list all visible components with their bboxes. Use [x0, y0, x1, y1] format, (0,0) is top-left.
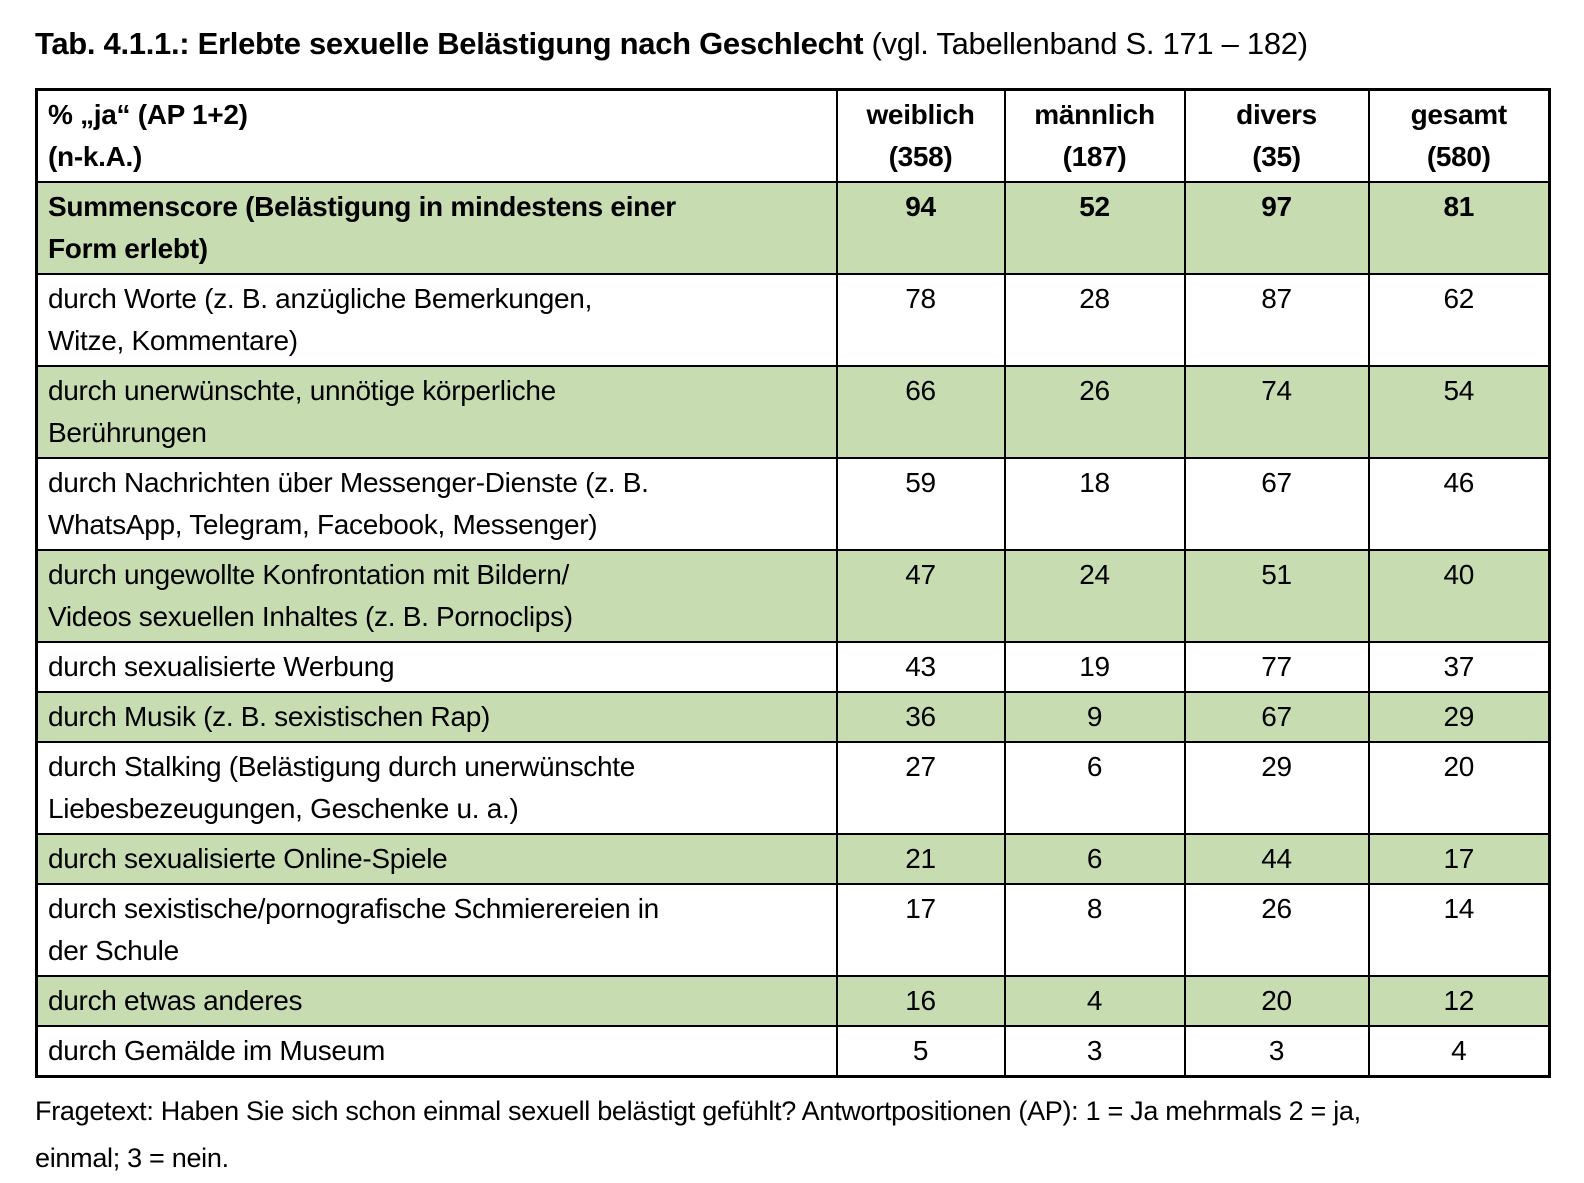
- row-value-maennlich: 6: [1003, 833, 1186, 885]
- row-value-weiblich: 43: [835, 641, 1006, 693]
- table-row: Summenscore (Belästigung in mindestens e…: [35, 181, 1551, 275]
- header-col-n: (187): [1062, 141, 1127, 172]
- row-value-divers: 20: [1183, 975, 1370, 1027]
- row-value-divers: 51: [1183, 549, 1370, 643]
- row-value-weiblich: 5: [835, 1025, 1006, 1078]
- row-value-gesamt: 62: [1367, 273, 1551, 367]
- row-label: durch sexualisierte Werbung: [35, 641, 838, 693]
- row-label: durch sexualisierte Online-Spiele: [35, 833, 838, 885]
- table-row: durch ungewollte Konfrontation mit Bilde…: [35, 549, 1551, 643]
- header-col-label: divers: [1236, 99, 1317, 130]
- row-value-gesamt: 40: [1367, 549, 1551, 643]
- table-row: durch Nachrichten über Messenger-Dienste…: [35, 457, 1551, 551]
- row-value-gesamt: 17: [1367, 833, 1551, 885]
- row-value-divers: 77: [1183, 641, 1370, 693]
- row-label: durch Worte (z. B. anzügliche Bemerkunge…: [35, 273, 838, 367]
- row-value-divers: 44: [1183, 833, 1370, 885]
- row-value-divers: 67: [1183, 457, 1370, 551]
- row-value-gesamt: 20: [1367, 741, 1551, 835]
- row-label: durch Nachrichten über Messenger-Dienste…: [35, 457, 838, 551]
- row-value-maennlich: 28: [1003, 273, 1186, 367]
- row-value-maennlich: 26: [1003, 365, 1186, 459]
- row-value-maennlich: 18: [1003, 457, 1186, 551]
- header-col-label: männlich: [1034, 99, 1155, 130]
- row-label: durch unerwünschte, unnötige körperliche…: [35, 365, 838, 459]
- row-value-divers: 74: [1183, 365, 1370, 459]
- table-caption-bold: Tab. 4.1.1.: Erlebte sexuelle Belästigun…: [35, 26, 864, 61]
- header-col-divers: divers (35): [1183, 88, 1370, 183]
- table-row: durch Stalking (Belästigung durch unerwü…: [35, 741, 1551, 835]
- row-value-weiblich: 78: [835, 273, 1006, 367]
- row-label: Summenscore (Belästigung in mindestens e…: [35, 181, 838, 275]
- footnote: Fragetext: Haben Sie sich schon einmal s…: [35, 1096, 1361, 1174]
- header-col-maennlich: männlich (187): [1003, 88, 1186, 183]
- row-label: durch etwas anderes: [35, 975, 838, 1027]
- row-value-weiblich: 59: [835, 457, 1006, 551]
- header-measure-line1: % „ja“ (AP 1+2): [48, 99, 248, 130]
- harassment-table: % „ja“ (AP 1+2) (n-k.A.) weiblich (358) …: [35, 88, 1551, 1078]
- page-title: Tab. 4.1.1.: Erlebte sexuelle Belästigun…: [35, 26, 1549, 62]
- row-value-weiblich: 36: [835, 691, 1006, 743]
- row-label: durch Gemälde im Museum: [35, 1025, 838, 1078]
- header-col-gesamt: gesamt (580): [1367, 88, 1551, 183]
- row-value-gesamt: 12: [1367, 975, 1551, 1027]
- table-caption-suffix: (vgl. Tabellenband S. 171 – 182): [863, 26, 1309, 61]
- header-col-weiblich: weiblich (358): [835, 88, 1006, 183]
- row-value-divers: 67: [1183, 691, 1370, 743]
- row-value-divers: 29: [1183, 741, 1370, 835]
- header-measure: % „ja“ (AP 1+2) (n-k.A.): [35, 88, 838, 183]
- row-value-gesamt: 54: [1367, 365, 1551, 459]
- table-row: durch sexistische/pornografische Schmier…: [35, 883, 1551, 977]
- row-value-maennlich: 52: [1003, 181, 1186, 275]
- header-col-n: (580): [1426, 141, 1491, 172]
- header-col-n: (35): [1252, 141, 1301, 172]
- table-row: durch sexualisierte Werbung 43 19 77 37: [35, 641, 1551, 693]
- row-value-divers: 26: [1183, 883, 1370, 977]
- row-value-weiblich: 21: [835, 833, 1006, 885]
- row-value-weiblich: 16: [835, 975, 1006, 1027]
- row-value-maennlich: 9: [1003, 691, 1186, 743]
- row-value-gesamt: 29: [1367, 691, 1551, 743]
- row-value-divers: 97: [1183, 181, 1370, 275]
- row-value-weiblich: 47: [835, 549, 1006, 643]
- row-value-gesamt: 37: [1367, 641, 1551, 693]
- row-value-maennlich: 19: [1003, 641, 1186, 693]
- table-row: durch Musik (z. B. sexistischen Rap) 36 …: [35, 691, 1551, 743]
- row-value-weiblich: 94: [835, 181, 1006, 275]
- row-label: durch Stalking (Belästigung durch unerwü…: [35, 741, 838, 835]
- row-value-weiblich: 66: [835, 365, 1006, 459]
- row-value-weiblich: 17: [835, 883, 1006, 977]
- row-value-maennlich: 6: [1003, 741, 1186, 835]
- table-row: durch etwas anderes 16 4 20 12: [35, 975, 1551, 1027]
- row-value-maennlich: 8: [1003, 883, 1186, 977]
- row-label: durch Musik (z. B. sexistischen Rap): [35, 691, 838, 743]
- row-value-divers: 3: [1183, 1025, 1370, 1078]
- row-value-maennlich: 4: [1003, 975, 1186, 1027]
- row-label: durch sexistische/pornografische Schmier…: [35, 883, 838, 977]
- table-row: durch sexualisierte Online-Spiele 21 6 4…: [35, 833, 1551, 885]
- row-value-divers: 87: [1183, 273, 1370, 367]
- header-col-label: weiblich: [866, 99, 975, 130]
- header-col-label: gesamt: [1410, 99, 1508, 130]
- row-value-maennlich: 24: [1003, 549, 1186, 643]
- header-col-n: (358): [888, 141, 953, 172]
- row-value-weiblich: 27: [835, 741, 1006, 835]
- table-row: durch unerwünschte, unnötige körperliche…: [35, 365, 1551, 459]
- header-measure-line2: (n-k.A.): [48, 141, 143, 172]
- row-value-maennlich: 3: [1003, 1025, 1186, 1078]
- table-row: durch Gemälde im Museum 5 3 3 4: [35, 1025, 1551, 1078]
- row-value-gesamt: 14: [1367, 883, 1551, 977]
- row-value-gesamt: 4: [1367, 1025, 1551, 1078]
- row-value-gesamt: 46: [1367, 457, 1551, 551]
- header-row: % „ja“ (AP 1+2) (n-k.A.) weiblich (358) …: [35, 88, 1551, 183]
- table-row: durch Worte (z. B. anzügliche Bemerkunge…: [35, 273, 1551, 367]
- row-label: durch ungewollte Konfrontation mit Bilde…: [35, 549, 838, 643]
- row-value-gesamt: 81: [1367, 181, 1551, 275]
